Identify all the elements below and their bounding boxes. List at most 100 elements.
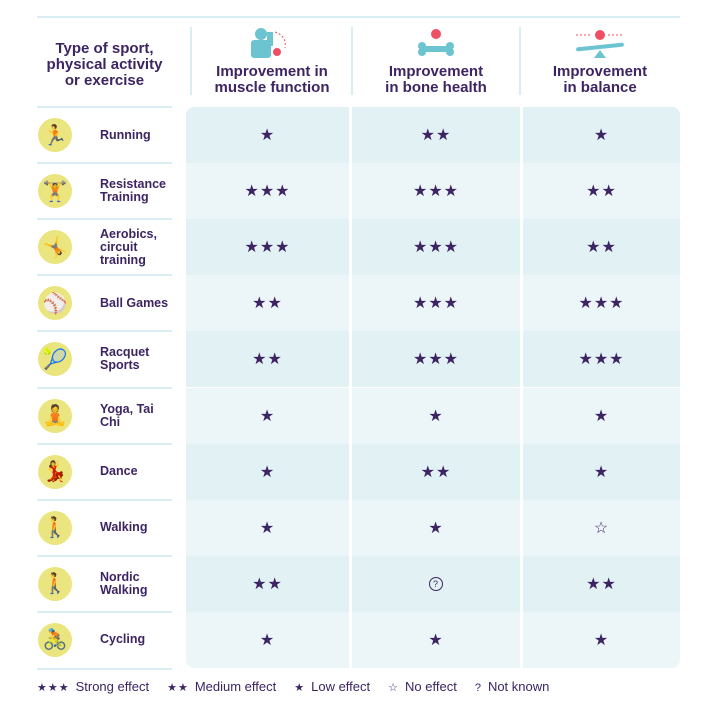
rating-cell: ★ <box>349 387 520 444</box>
rating-cell: ★★ <box>349 443 520 500</box>
rating-stars: ★ <box>259 127 276 144</box>
rating-stars: ★ <box>259 519 276 537</box>
aerobics-step-icon: 🤸 <box>38 230 72 265</box>
rating-cell: ★ <box>186 444 349 500</box>
rating-cell: ★★ <box>519 555 680 612</box>
rating-stars: ★★★ <box>244 239 291 257</box>
rating-cell: ★ <box>519 611 680 668</box>
rating-cell: ★★★ <box>519 275 680 332</box>
activity-label-row: 🤸 Aerobics, circuit training <box>37 219 172 275</box>
rating-stars: ★ <box>259 407 276 425</box>
rating-cell: ★ <box>519 387 680 444</box>
table-row: ★ ★ ★ <box>186 611 680 668</box>
rating-stars: ★ <box>593 463 610 481</box>
rating-stars: ★ <box>428 407 444 425</box>
table-row: ★ ★ ★ <box>186 387 680 444</box>
row-divider <box>37 668 172 670</box>
rating-cell: ★★ <box>186 556 349 612</box>
rating-stars: ★ <box>259 631 276 649</box>
row-divider <box>37 498 172 501</box>
table-row: ★ ★ ☆ <box>186 499 680 556</box>
activity-label-row: 🚴 Cycling <box>37 612 172 668</box>
rating-cell: ★★ <box>519 219 680 276</box>
rating-stars: ★★ <box>252 575 283 593</box>
rating-stars: ★★ <box>252 351 283 369</box>
rating-cell: ★★ <box>519 163 680 220</box>
rating-cell: ★★★ <box>519 331 680 388</box>
table-row: ★★★★★★★★ <box>186 163 680 220</box>
activity-label: Walking <box>100 520 148 535</box>
walking-icon: 🚶 <box>38 510 72 545</box>
ratings-table-body: ★ ★★ ★ ★★★ ★★★ ★★ ★★★ ★★★ ★★ ★★ ★★★ ★★★ ★★ ★★★ ★★★ ★ ★ ★ ★… <box>186 107 680 668</box>
table-row: ★★★★★★★★ <box>186 219 680 276</box>
rating-stars: ★★★ <box>578 351 625 369</box>
legend-item: ☆ No effect <box>388 679 457 694</box>
legend-label: Low effect <box>311 679 371 694</box>
row-divider <box>37 386 172 389</box>
rating-cell: ★★★ <box>349 219 520 276</box>
rating-stars: ★★ <box>586 183 617 201</box>
activity-label: Cycling <box>100 632 146 647</box>
rating-cell: ★★★ <box>349 163 520 220</box>
divider <box>519 27 521 95</box>
rating-stars: ★★★ <box>412 295 459 313</box>
tennis-racquet-icon: 🎾 <box>38 342 72 377</box>
legend-symbol: ? <box>474 682 482 694</box>
rating-cell: ★ <box>519 443 680 500</box>
row-divider <box>37 274 172 277</box>
rating-stars: ★★★ <box>412 239 459 257</box>
activity-label: Nordic Walking <box>100 569 148 597</box>
rating-cell: ★★ <box>186 331 349 387</box>
rating-cell: ★★★ <box>349 331 520 388</box>
table-row: ★ ★★ ★ <box>186 443 680 500</box>
header-label: Improvement in muscle function <box>214 63 330 96</box>
rating-cell: ★ <box>186 388 349 444</box>
rating-stars: ★ <box>428 631 444 649</box>
header-balance: Improvement in balance <box>521 26 679 96</box>
header-label: Improvement in balance <box>552 63 648 96</box>
rating-cell: ★ <box>349 499 520 556</box>
rating-stars: ★★★ <box>244 183 291 201</box>
rating-cell: ☆ <box>519 499 680 556</box>
row-divider <box>37 106 172 108</box>
legend-item: ★★★ Strong effect <box>37 679 149 694</box>
rating-stars: ★ <box>593 407 610 425</box>
rating-stars: ★ <box>593 127 610 144</box>
rating-cell: ★ <box>186 107 349 163</box>
row-divider <box>37 218 172 221</box>
legend-item: ? Not known <box>475 679 550 694</box>
question-icon: ? <box>428 576 443 591</box>
activity-label-row: ⚾ Ball Games <box>37 275 172 331</box>
rating-stars: ★★ <box>420 463 452 481</box>
activity-label: Ball Games <box>100 295 169 310</box>
cycling-icon: 🚴 <box>38 622 72 657</box>
seesaw-balance-icon <box>576 30 624 58</box>
activity-label: Running <box>100 127 151 142</box>
dumbbell-icon: 🏋 <box>38 174 72 209</box>
rating-stars: ★ <box>259 463 276 481</box>
header-label: Type of sport, physical activity or exer… <box>46 40 163 89</box>
row-divider <box>37 442 172 445</box>
legend-symbol: ★★★ <box>37 682 70 694</box>
legend-label: Medium effect <box>194 679 277 694</box>
header-label: Improvement in bone health <box>385 63 487 96</box>
rating-stars: ★★ <box>586 575 617 593</box>
table-row: ★★? ★★ <box>186 555 680 612</box>
rating-stars: ★★★ <box>578 295 625 313</box>
bone-icon <box>418 29 454 56</box>
baseball-bat-icon: ⚾ <box>38 286 72 321</box>
activity-label: Dance <box>100 464 138 479</box>
rating-stars: ★★★ <box>412 351 459 369</box>
divider <box>190 27 192 95</box>
header-muscle: Improvement in muscle function <box>192 26 352 96</box>
legend-label: Not known <box>487 679 550 694</box>
legend-symbol: ★ <box>294 682 306 694</box>
activity-label: Resistance Training <box>100 177 167 205</box>
rating-cell: ★★★ <box>186 219 349 275</box>
rating-cell: ★★ <box>186 275 349 331</box>
activity-label-row: 🏋 Resistance Training <box>37 163 172 219</box>
activity-label: Racquet Sports <box>100 345 150 373</box>
divider <box>351 27 353 95</box>
nordic-walking-icon: 🚶 <box>38 566 72 601</box>
